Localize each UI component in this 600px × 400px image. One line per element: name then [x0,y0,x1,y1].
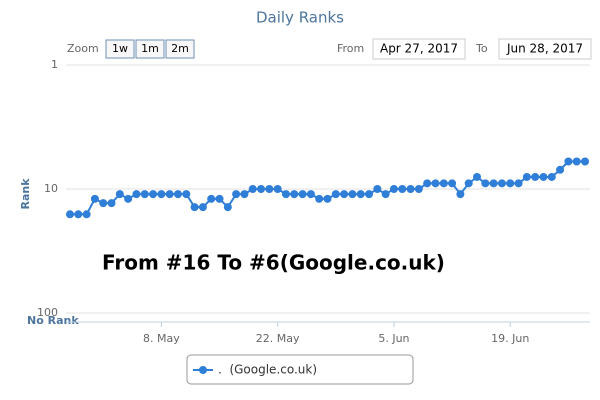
data-point [489,179,498,188]
to-label: To [475,42,488,55]
zoom-button[interactable]: 1w [105,39,135,59]
annotation: From #16 To #6(Google.co.uk) [102,251,445,275]
data-point [481,179,490,188]
data-point [90,194,99,203]
data-point [315,194,324,203]
data-point [539,172,548,181]
data-point [581,157,589,166]
data-point [248,185,257,193]
data-point [173,190,182,199]
data-point [99,199,108,208]
data-point [556,165,565,174]
data-point [66,210,74,219]
data-point [547,172,556,181]
data-point [132,190,141,199]
data-point [497,179,506,188]
data-point [165,190,174,199]
data-point [306,190,315,199]
zoom-button[interactable]: 2m [165,39,195,59]
zoom-button[interactable]: 1m [135,39,165,59]
zoom-label: Zoom [67,42,99,55]
data-point [232,190,241,199]
data-point [381,190,390,199]
y-axis-title: Rank [19,178,32,210]
data-point [290,190,299,199]
data-point [115,190,124,199]
data-point [149,190,158,199]
data-point [531,172,540,181]
data-point [564,157,573,166]
data-point [439,179,448,188]
data-point [448,179,457,188]
data-point [389,185,398,193]
data-point [348,190,357,199]
data-point [107,199,116,208]
data-point [257,185,266,193]
y-tick-label: 100 [37,306,58,319]
data-point [82,210,91,219]
data-point [215,194,224,203]
legend[interactable]: . (Google.co.uk) [186,354,414,385]
data-point [414,185,423,193]
data-point [340,190,349,199]
zoom-button-label[interactable]: 1w [112,42,128,55]
legend-label[interactable]: . (Google.co.uk) [218,363,317,377]
data-point [190,203,199,212]
data-point [198,203,207,212]
data-point [506,179,515,188]
data-point [373,185,382,193]
data-point [398,185,407,193]
from-input[interactable]: Apr 27, 2017 [372,38,466,60]
x-tick-label: 5. Jun [378,332,409,345]
data-point [356,190,365,199]
data-point [223,203,232,212]
y-tick-label: 1 [51,58,58,71]
data-point [240,190,249,199]
x-tick-label: 22. May [256,332,300,345]
data-point [423,179,432,188]
data-point [265,185,274,193]
data-point [182,190,191,199]
data-point [456,190,465,199]
data-point [572,157,581,166]
data-point [331,190,340,199]
zoom-button-label[interactable]: 2m [171,42,189,55]
data-point [464,179,473,188]
data-point [473,172,482,181]
series-line [70,160,585,216]
y-tick-label: 10 [44,182,58,195]
data-point [406,185,415,193]
data-point [298,190,307,199]
chart-title: Daily Ranks [256,9,344,27]
to-input[interactable]: Jun 28, 2017 [498,38,592,60]
from-label: From [337,42,364,55]
data-point [431,179,440,188]
zoom-button-label[interactable]: 1m [141,42,159,55]
data-point [522,172,531,181]
data-point [273,185,282,193]
data-point [124,194,133,203]
to-value[interactable]: Jun 28, 2017 [506,42,583,56]
data-point [157,190,166,199]
x-tick-label: 8. May [143,332,180,345]
x-tick-label: 19. Jun [491,332,529,345]
no-rank-label: No Rank [27,314,79,327]
from-value[interactable]: Apr 27, 2017 [380,42,458,56]
data-point [140,190,149,199]
data-point [281,190,290,199]
data-point [514,179,523,188]
data-point [365,190,374,199]
data-point [207,194,216,203]
data-point [323,194,332,203]
data-point [74,210,83,219]
